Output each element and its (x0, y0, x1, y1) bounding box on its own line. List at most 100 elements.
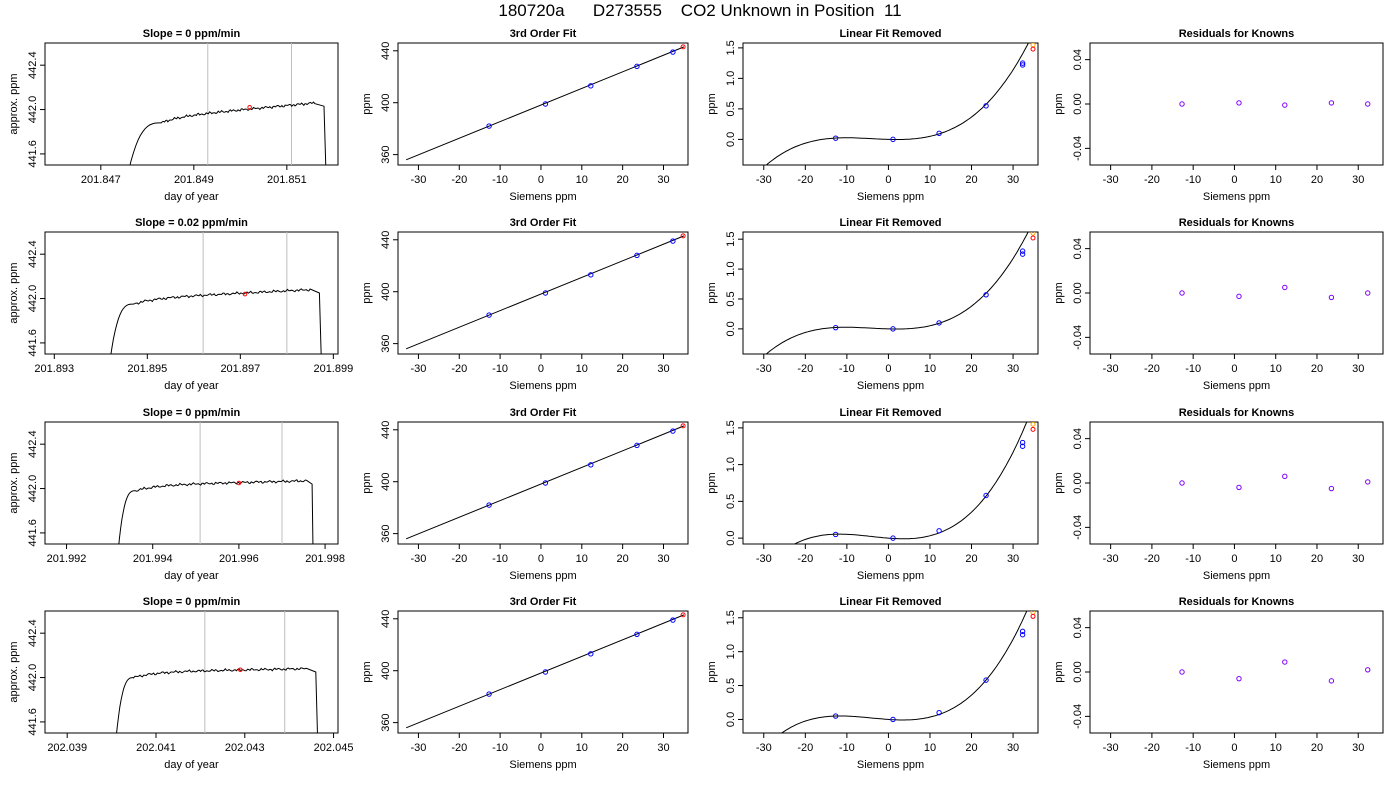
x-tick-label: 10 (576, 742, 588, 754)
known-point (634, 442, 640, 449)
y-tick-label: 1.5 (725, 232, 737, 247)
plot-frame (44, 421, 339, 545)
y-axis-label: ppm (361, 282, 373, 303)
y-tick-label: 440 (380, 42, 392, 60)
x-tick-label: 20 (965, 363, 977, 375)
x-axis-label: day of year (164, 759, 219, 771)
y-tick-label: 441.6 (27, 708, 39, 736)
panel-r2-c1: Slope = 0.02 ppm/min 201.893 201.895 201.89… (8, 217, 353, 392)
panel-title: Linear Fit Removed (839, 596, 941, 608)
panel-r4-c2: 3rd Order Fit -30 -20 -10 0 10 20 30 360 400 440 Si… (361, 596, 689, 771)
y-tick-label: 360 (380, 145, 392, 163)
known-point (890, 716, 896, 723)
concentration-trace (110, 288, 322, 354)
x-tick-label: -20 (451, 174, 467, 186)
known-point (542, 480, 549, 486)
known-point (588, 651, 594, 657)
panel-title: Slope = 0 ppm/min (143, 407, 241, 419)
unknown-point (1030, 235, 1036, 241)
x-tick-label: 0 (538, 174, 544, 186)
x-tick-label: 10 (1270, 174, 1282, 186)
known-point (983, 292, 989, 298)
x-tick-label: 10 (924, 553, 936, 565)
x-tick-label: 0 (1231, 553, 1237, 565)
unknown-point (1030, 613, 1036, 619)
x-tick-label: -30 (410, 553, 426, 565)
y-tick-label: 0.0 (725, 530, 737, 545)
x-tick-label: 10 (924, 174, 936, 186)
plot-content (405, 44, 686, 161)
known-point (1236, 293, 1242, 300)
x-tick-label: 201.849 (174, 174, 214, 186)
x-tick-label: 30 (657, 742, 669, 754)
y-tick-label: 441.6 (27, 329, 39, 357)
x-tick-label: -20 (451, 553, 467, 565)
y-tick-label: -0.04 (1072, 515, 1084, 540)
fit-line (405, 425, 685, 540)
known-point (1019, 443, 1026, 449)
x-tick-label: 202.041 (136, 742, 176, 754)
plot-content (405, 612, 686, 729)
y-tick-label: 400 (380, 473, 392, 491)
unknown-point (680, 612, 686, 618)
x-tick-label: 30 (657, 363, 669, 375)
known-point (1179, 290, 1185, 296)
known-point (1019, 60, 1026, 66)
panel-title: Linear Fit Removed (839, 217, 941, 229)
known-point (486, 312, 492, 318)
x-tick-label: 20 (965, 174, 977, 186)
known-point (486, 502, 492, 508)
panel-title: 3rd Order Fit (510, 217, 577, 229)
x-axis-label: Siemens ppm (509, 759, 576, 771)
known-point (832, 531, 839, 538)
plot-frame (1089, 42, 1384, 166)
y-tick-label: 1.5 (725, 40, 737, 55)
known-point (890, 326, 896, 332)
known-point (1019, 628, 1026, 635)
y-axis-label: approx. ppm (8, 641, 20, 702)
x-axis-label: Siemens ppm (509, 191, 576, 203)
y-tick-label: 442.0 (27, 96, 39, 124)
x-tick-label: 20 (1311, 174, 1323, 186)
y-tick-label: 0.0 (725, 321, 737, 336)
known-point (1328, 485, 1335, 492)
fit-line (405, 46, 685, 161)
y-tick-label: 0.04 (1072, 49, 1084, 70)
plot-frame (397, 610, 689, 734)
x-tick-label: -30 (1103, 742, 1119, 754)
known-point (1328, 294, 1335, 301)
x-tick-label: 10 (1270, 553, 1282, 565)
known-point (542, 101, 549, 107)
plot-frame (742, 610, 1039, 734)
known-point (634, 631, 640, 638)
panel-r4-c3: Linear Fit Removed -30 -20 -10 0 10 20 30 0.0 0.5… (706, 596, 1039, 771)
x-tick-label: 0 (1231, 174, 1237, 186)
x-tick-label: 201.994 (133, 553, 173, 565)
known-point (1019, 62, 1026, 68)
x-tick-label: 20 (965, 742, 977, 754)
known-point (936, 528, 942, 534)
x-tick-label: -10 (1185, 363, 1201, 375)
plot-content (110, 232, 322, 354)
x-axis-label: day of year (164, 191, 219, 203)
x-tick-label: -10 (1185, 553, 1201, 565)
y-tick-label: 0.0 (725, 712, 737, 727)
x-tick-label: 0 (885, 553, 891, 565)
x-axis-label: day of year (164, 380, 219, 392)
panel-r4-c1: Slope = 0 ppm/min 202.039 202.041 202.043 20… (8, 596, 353, 771)
y-tick-label: 1.0 (725, 261, 737, 276)
y-tick-label: 442.0 (27, 664, 39, 692)
y-tick-label: 1.0 (725, 71, 737, 86)
y-axis-label: ppm (1053, 282, 1065, 303)
y-tick-label: 442.4 (27, 619, 39, 647)
known-point (634, 63, 640, 70)
x-tick-label: -20 (451, 363, 467, 375)
panel-r3-c2: 3rd Order Fit -30 -20 -10 0 10 20 30 360 400 440 Si… (361, 407, 689, 582)
plot-frame (1089, 610, 1384, 734)
known-point (832, 324, 839, 331)
x-tick-label: 20 (1311, 553, 1323, 565)
known-point (983, 492, 989, 499)
top-point (1030, 232, 1036, 236)
y-tick-label: 0.00 (1072, 282, 1084, 303)
x-tick-label: -10 (492, 174, 508, 186)
